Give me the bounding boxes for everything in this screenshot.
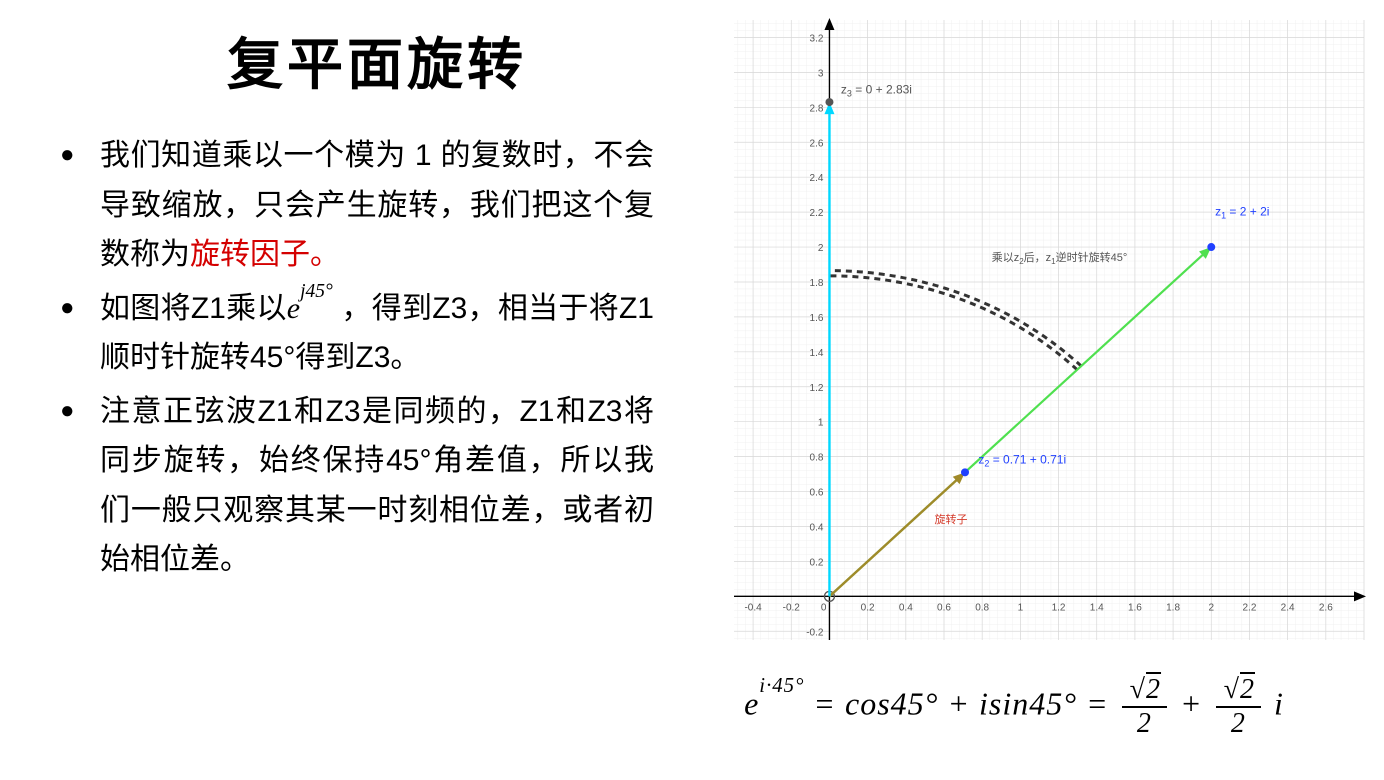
bullet-item-1: 我们知道乘以一个模为 1 的复数时，不会导致缩放，只会产生旋转，我们把这个复数称… (60, 131, 654, 280)
formula: ei·45° = cos45° + isin45° = 2 2 + 2 2 i (654, 676, 1374, 738)
svg-text:0.6: 0.6 (810, 488, 824, 499)
formula-sup: i·45° (759, 674, 804, 697)
chart-svg: -0.4 -0.2 0 0.2 0.4 0.6 0.8 1 1.2 1.4 1.6 1.8 2 2.2 2.… (694, 10, 1374, 670)
frac-1: 2 2 (1122, 676, 1167, 738)
svg-text:2.4: 2.4 (1281, 602, 1295, 613)
sqrt-2-val: 2 (1240, 674, 1255, 705)
svg-text:-0.4: -0.4 (744, 602, 762, 613)
bullet-1-text: 我们知道乘以一个模为 1 的复数时，不会导致缩放，只会产生旋转，我们把这个复数称… (100, 139, 654, 271)
svg-text:1.8: 1.8 (810, 278, 824, 289)
svg-text:2.6: 2.6 (1319, 602, 1333, 613)
svg-text:-0.2: -0.2 (783, 602, 801, 613)
svg-text:0.2: 0.2 (861, 602, 875, 613)
bullet-item-3: 注意正弦波Z1和Z3是同频的，Z1和Z3将同步旋转，始终保持45°角差值，所以我… (60, 387, 654, 585)
svg-text:3.2: 3.2 (810, 33, 824, 44)
bullet-2-text-a: 如图将Z1乘以 (100, 292, 287, 325)
svg-text:0.4: 0.4 (899, 602, 913, 613)
frac-2-num: 2 (1216, 676, 1261, 708)
svg-text:0.8: 0.8 (810, 453, 824, 464)
svg-text:-0.2: -0.2 (806, 627, 824, 638)
formula-deg2: 45° (1029, 685, 1077, 721)
svg-text:2: 2 (1208, 602, 1214, 613)
frac-2: 2 2 (1216, 676, 1261, 738)
formula-eq2: = (1086, 685, 1118, 721)
exp-sup: j45° (300, 281, 333, 302)
svg-text:2.6: 2.6 (810, 138, 824, 149)
sqrt-1-val: 2 (1146, 674, 1161, 705)
slide: 复平面旋转 我们知道乘以一个模为 1 的复数时，不会导致缩放，只会产生旋转，我们… (0, 0, 1384, 780)
complex-plane-chart: -0.4 -0.2 0 0.2 0.4 0.6 0.8 1 1.2 1.4 1.6 1.8 2 2.2 2.… (694, 10, 1374, 670)
formula-plus1: + (947, 685, 979, 721)
formula-e: e (744, 685, 759, 721)
svg-text:3: 3 (818, 68, 824, 79)
svg-text:1.6: 1.6 (810, 313, 824, 324)
bullet-3-text: 注意正弦波Z1和Z3是同频的，Z1和Z3将同步旋转，始终保持45°角差值，所以我… (100, 395, 654, 577)
svg-text:0.8: 0.8 (975, 602, 989, 613)
svg-text:旋转子: 旋转子 (934, 512, 967, 526)
svg-text:z3 = 0 + 2.83i: z3 = 0 + 2.83i (841, 82, 912, 98)
svg-text:0: 0 (821, 602, 827, 613)
formula-deg1: 45° (891, 685, 939, 721)
svg-text:1: 1 (818, 418, 824, 429)
sqrt-2: 2 (1222, 674, 1255, 705)
figure-column: -0.4 -0.2 0 0.2 0.4 0.6 0.8 1 1.2 1.4 1.6 1.8 2 2.2 2.… (674, 0, 1384, 780)
formula-eq1: = (813, 685, 845, 721)
bullet-list: 我们知道乘以一个模为 1 的复数时，不会导致缩放，只会产生旋转，我们把这个复数称… (40, 131, 654, 585)
svg-text:z1 = 2 + 2i: z1 = 2 + 2i (1215, 205, 1269, 221)
svg-text:0.2: 0.2 (810, 557, 824, 568)
frac-2-den: 2 (1216, 708, 1261, 738)
bullet-item-2: 如图将Z1乘以ej45° ，得到Z3，相当于将Z1顺时针旋转45°得到Z3。 (60, 284, 654, 383)
svg-text:2.4: 2.4 (810, 173, 824, 184)
svg-text:2.2: 2.2 (810, 208, 824, 219)
svg-text:1.8: 1.8 (1166, 602, 1180, 613)
svg-text:0.6: 0.6 (937, 602, 951, 613)
svg-text:1: 1 (1018, 602, 1024, 613)
svg-text:1.4: 1.4 (810, 348, 824, 359)
svg-text:1.4: 1.4 (1090, 602, 1104, 613)
svg-text:2: 2 (818, 243, 824, 254)
sqrt-1: 2 (1128, 674, 1161, 705)
svg-text:乘以z2后，z1逆时针旋转45°: 乘以z2后，z1逆时针旋转45° (992, 250, 1128, 266)
svg-text:0.4: 0.4 (810, 522, 824, 533)
svg-text:2.2: 2.2 (1243, 602, 1257, 613)
formula-cos: cos (845, 685, 891, 721)
bullet-1-red: 旋转因子。 (190, 238, 340, 271)
svg-text:1.6: 1.6 (1128, 602, 1142, 613)
frac-1-den: 2 (1122, 708, 1167, 738)
formula-plus2: + (1180, 685, 1212, 721)
formula-i: i (1274, 685, 1284, 721)
exp-base: e (287, 292, 300, 325)
frac-1-num: 2 (1122, 676, 1167, 708)
svg-text:1.2: 1.2 (1052, 602, 1066, 613)
text-column: 复平面旋转 我们知道乘以一个模为 1 的复数时，不会导致缩放，只会产生旋转，我们… (0, 0, 674, 780)
page-title: 复平面旋转 (100, 20, 654, 101)
svg-text:1.2: 1.2 (810, 383, 824, 394)
svg-text:z2 = 0.71 + 0.71i: z2 = 0.71 + 0.71i (978, 453, 1066, 469)
svg-text:2.8: 2.8 (810, 103, 824, 114)
formula-isin: isin (979, 685, 1029, 721)
